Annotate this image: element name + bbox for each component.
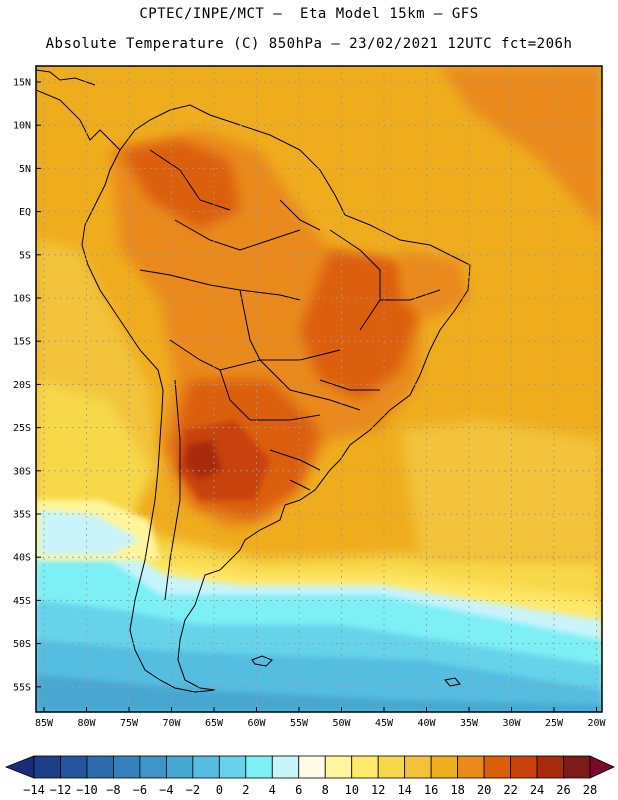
colorbar-label: −6 xyxy=(133,783,147,797)
plot-frame xyxy=(35,65,603,713)
colorbar-label: 8 xyxy=(322,783,329,797)
lon-label: 60W xyxy=(247,718,266,729)
colorbar-swatch xyxy=(192,755,220,779)
colorbar-label: 26 xyxy=(556,783,570,797)
lon-label: 25W xyxy=(545,718,564,729)
lon-label: 30W xyxy=(502,718,521,729)
colorbar-label: 28 xyxy=(583,783,597,797)
colorbar-label: −14 xyxy=(23,783,45,797)
lat-label: 20S xyxy=(13,380,31,391)
colorbar-swatch xyxy=(60,755,88,779)
colorbar-label: 14 xyxy=(397,783,411,797)
colorbar-swatch xyxy=(33,755,61,779)
temperature-field xyxy=(36,66,602,712)
colorbar-swatch xyxy=(324,755,353,779)
lat-label: 55S xyxy=(13,682,31,693)
lat-label: 35S xyxy=(13,510,31,521)
colorbar-label: 12 xyxy=(371,783,385,797)
colorbar-swatch xyxy=(298,755,326,779)
colorbar-label: −2 xyxy=(186,783,200,797)
lat-label: 15S xyxy=(13,337,31,348)
lat-label: 50S xyxy=(13,639,31,650)
colorbar-label: 2 xyxy=(242,783,249,797)
lat-label: 5S xyxy=(19,250,31,261)
colorbar-swatch xyxy=(536,755,564,779)
grid-lines xyxy=(36,66,602,712)
colorbar-label: −10 xyxy=(76,783,98,797)
lat-label: 10N xyxy=(13,121,31,132)
lat-label: 5N xyxy=(19,164,31,175)
colorbar-swatch xyxy=(404,755,432,779)
lon-label: 75W xyxy=(120,718,139,729)
colorbar-label: 18 xyxy=(450,783,464,797)
lon-label: 20W xyxy=(587,718,606,729)
lat-label: 40S xyxy=(13,553,31,564)
colorbar-label: 16 xyxy=(424,783,438,797)
colorbar-swatch xyxy=(86,755,114,779)
colorbar-label: −12 xyxy=(50,783,72,797)
colorbar-label: 20 xyxy=(477,783,491,797)
colorbar-label: 10 xyxy=(344,783,358,797)
lon-label: 35W xyxy=(460,718,479,729)
lat-label: 30S xyxy=(13,466,31,477)
colorbar-swatch xyxy=(139,755,167,779)
colorbar-swatch xyxy=(218,755,247,779)
lat-label: 15N xyxy=(13,78,31,89)
lon-label: 45W xyxy=(375,718,394,729)
colorbar-swatch xyxy=(483,755,511,779)
lat-label: 10S xyxy=(13,294,31,305)
lon-label: 50W xyxy=(332,718,351,729)
colorbar-end-low xyxy=(4,755,35,779)
lon-label: 40W xyxy=(417,718,436,729)
colorbar: −14 −12 −10 −8 −6 −4 −2 0 2 4 6 8 10 12 14 16 18 20 22 24 26… xyxy=(4,755,615,797)
colorbar-label: 4 xyxy=(269,783,276,797)
latitude-labels: 15N 10N 5N EQ 5S 10S 15S 20S 25S 30S 35S 40S 45S 50S 5… xyxy=(13,78,41,693)
lat-label: 45S xyxy=(13,596,31,607)
colorbar-swatch xyxy=(351,755,379,779)
colorbar-label: −8 xyxy=(106,783,120,797)
map-title-line2: Absolute Temperature (C) 850hPa – 23/02/… xyxy=(45,36,573,52)
lon-label: 80W xyxy=(77,718,96,729)
colorbar-swatch xyxy=(457,755,485,779)
colorbar-swatch xyxy=(165,755,194,779)
colorbar-swatch xyxy=(271,755,300,779)
lon-label: 85W xyxy=(35,718,54,729)
colorbar-label: 0 xyxy=(216,783,223,797)
colorbar-swatch xyxy=(563,755,591,779)
map-title-line1: CPTEC/INPE/MCT – Eta Model 15km – GFS xyxy=(139,6,479,22)
colorbar-label: 24 xyxy=(530,783,544,797)
lon-label: 65W xyxy=(205,718,224,729)
colorbar-swatch xyxy=(245,755,273,779)
colorbar-swatch xyxy=(113,755,141,779)
colorbar-swatch xyxy=(430,755,459,779)
lat-label: 25S xyxy=(13,423,31,434)
colorbar-end-high xyxy=(589,755,615,779)
colorbar-label: 22 xyxy=(503,783,517,797)
lon-label: 70W xyxy=(162,718,181,729)
colorbar-swatch xyxy=(510,755,538,779)
colorbar-label: 6 xyxy=(295,783,302,797)
lat-label: EQ xyxy=(19,207,31,218)
coastline xyxy=(36,69,471,693)
colorbar-swatch xyxy=(377,755,406,779)
longitude-labels: 85W 80W 75W 70W 65W 60W 55W 50W 45W 40W 35W 30W 25W 2… xyxy=(35,707,607,729)
lon-label: 55W xyxy=(290,718,309,729)
colorbar-label: −4 xyxy=(159,783,173,797)
